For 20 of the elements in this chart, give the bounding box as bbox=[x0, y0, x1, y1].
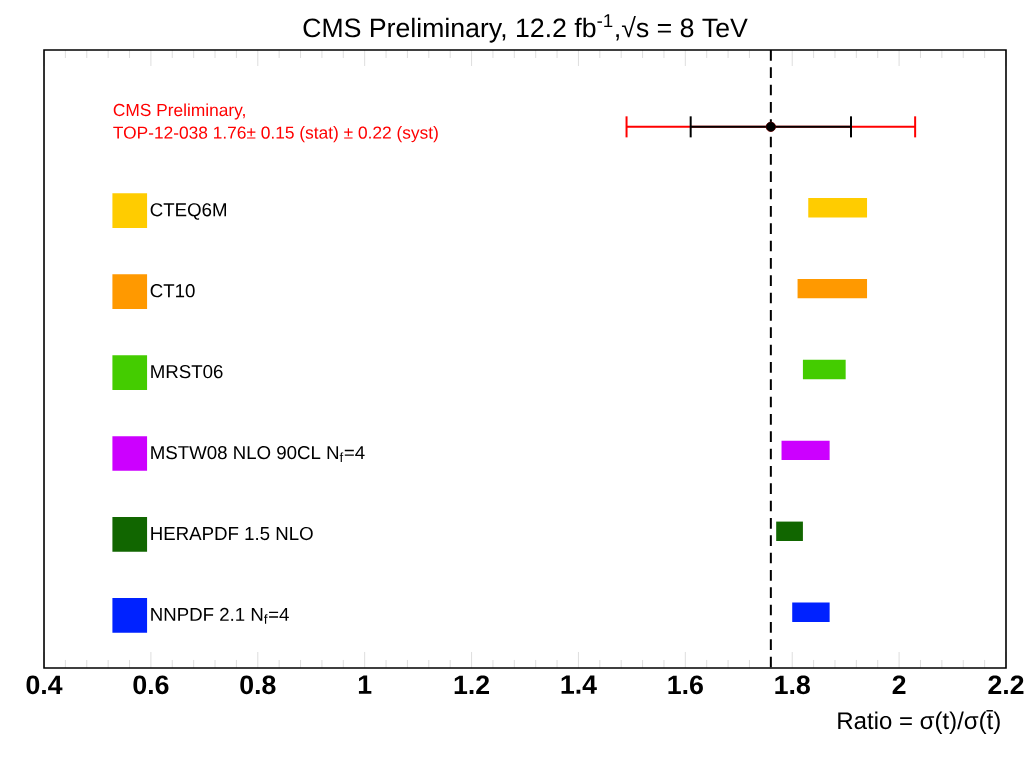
legend-label: HERAPDF 1.5 NLO bbox=[151, 526, 313, 541]
x-tick-label: 1.8 bbox=[775, 675, 810, 695]
x-tick-label: 0.8 bbox=[240, 675, 276, 695]
chart-title: CMS Preliminary, 12.2 fb$^{-1}$,√s = 8 TeV bbox=[303, 14, 748, 43]
legend-label: CT10 bbox=[150, 284, 195, 298]
x-axis-title: Ratio = σ(t)/σ(t̄) bbox=[838, 710, 1000, 734]
x-tick-label: 1.4 bbox=[561, 675, 597, 694]
legend-label: NNPDF 2.1 N$_{f}$=4 bbox=[151, 607, 289, 624]
annotation: CMS Preliminary, bbox=[113, 103, 245, 120]
legend-label: MSTW08 NLO 90CL N$_{f}$=4 bbox=[151, 445, 365, 462]
x-tick-label: 1 bbox=[358, 675, 372, 694]
x-tick-label: 1.6 bbox=[668, 675, 703, 695]
x-tick-label: 0.6 bbox=[133, 675, 169, 695]
x-tick-label: 2 bbox=[892, 675, 906, 694]
x-tick-label: 2.2 bbox=[988, 675, 1024, 694]
legend-label: CTEQ6M bbox=[150, 203, 227, 220]
annotation: TOP-12-038 1.76± 0.15 (stat) ± 0.22 (syst) bbox=[113, 126, 438, 143]
legend-label: MRST06 bbox=[151, 365, 223, 379]
x-tick-label: 1.2 bbox=[454, 675, 490, 694]
x-tick-label: 0.4 bbox=[26, 675, 63, 695]
